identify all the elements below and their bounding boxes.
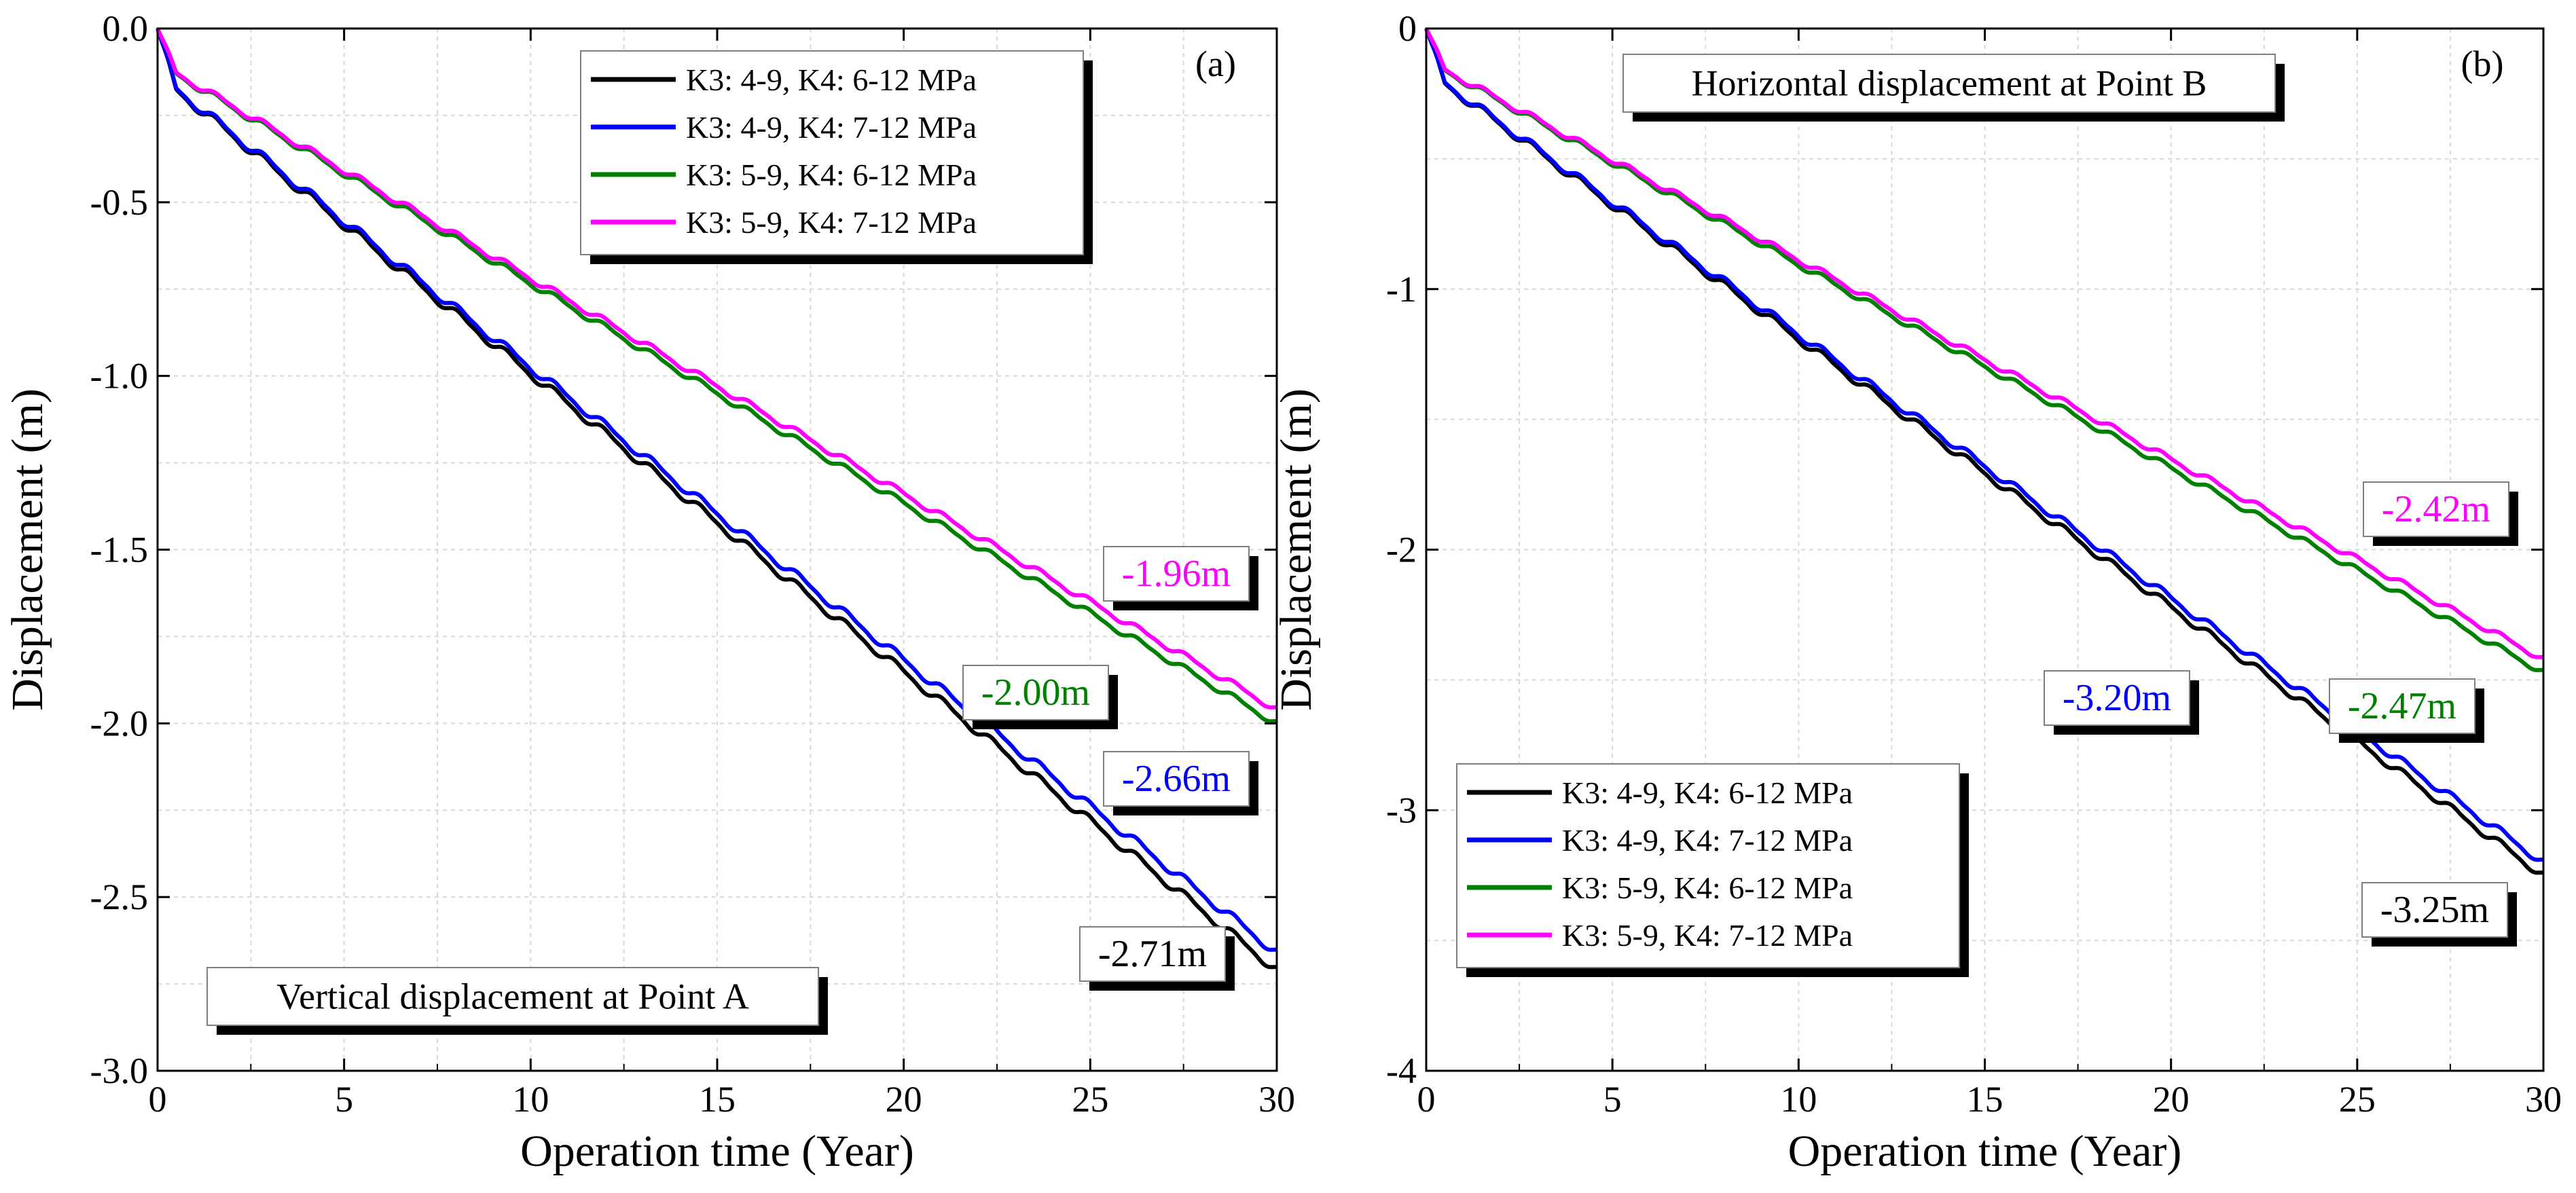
value-callout: -2.42m [2382,488,2490,530]
value-callout: -3.20m [2063,677,2171,719]
x-tick-label: 0 [149,1079,167,1120]
y-tick-label: -2.5 [90,877,148,917]
y-tick-label: -0.5 [90,182,148,223]
x-tick-label: 5 [335,1079,353,1120]
value-callout-box [1103,751,1250,807]
value-callout-box [962,665,1109,720]
y-tick-label: -2 [1386,530,1417,570]
legend-label: K3: 4-9, K4: 7-12 MPa [1562,823,1853,858]
y-tick-label: 0 [1398,8,1417,49]
x-tick-label: 0 [1417,1079,1436,1120]
x-tick-label: 20 [886,1079,922,1120]
value-callout: -2.71m [1098,933,1207,975]
y-tick-label: -1.5 [90,530,148,570]
y-tick-label: -1 [1386,269,1417,310]
legend-label: K3: 5-9, K4: 7-12 MPa [686,205,977,240]
legend-label: K3: 4-9, K4: 7-12 MPa [686,110,977,145]
y-tick-label: -3 [1386,790,1417,830]
series-line [156,27,1278,724]
chart-title: Vertical displacement at Point A [276,976,749,1017]
title-box [206,967,819,1026]
legend-label: K3: 5-9, K4: 6-12 MPa [1562,870,1853,905]
value-callout-box [1103,546,1250,602]
chart-panel-b: 0 5 10 15 20 25 30 0 -1 -2 -3 -4 Operation time (Yea… [1271,8,2562,1176]
legend-label: K3: 5-9, K4: 6-12 MPa [686,158,977,192]
legend-label: K3: 4-9, K4: 6-12 MPa [686,62,977,97]
value-callout: -2.00m [981,672,1090,714]
panel-label: (b) [2461,43,2504,84]
y-tick-label: -3.0 [90,1050,148,1091]
series-line [156,27,1278,710]
y-tick-label: -2.0 [90,703,148,744]
x-tick-label: 30 [1258,1079,1295,1120]
series-line [156,28,1278,970]
x-axis-title: Operation time (Year) [1788,1126,2182,1176]
chart-title: Horizontal displacement at Point B [1692,63,2207,104]
x-tick-label: 25 [2339,1079,2376,1120]
value-callout-box [2044,670,2190,726]
x-tick-label: 25 [1072,1079,1108,1120]
x-tick-label: 20 [2153,1079,2190,1120]
x-tick-label: 10 [512,1079,549,1120]
x-tick-label: 15 [699,1079,736,1120]
value-callout: -3.25m [2380,889,2489,931]
panel-label: (a) [1195,43,1236,84]
y-axis-title: Displacement (m) [1271,388,1321,711]
x-tick-label: 5 [1603,1079,1622,1120]
y-tick-label: 0.0 [103,8,149,49]
title-box [1622,54,2276,113]
chart-panel-a: 0 5 10 15 20 25 30 0.0 -0.5 -1.0 -1.5 -2.0 -2.5 -3.0 O… [3,8,1295,1176]
x-axis-title: Operation time (Year) [520,1126,914,1176]
series-line [1424,27,2545,672]
legend-label: K3: 4-9, K4: 6-12 MPa [1562,775,1853,810]
value-callout-box [2363,481,2509,537]
value-callout-box [1079,926,1226,982]
y-tick-label: -4 [1386,1050,1417,1091]
x-tick-label: 15 [1967,1079,2003,1120]
value-callout-box [2361,882,2508,938]
series-line [156,28,1278,952]
series-line [1424,27,2545,659]
legend-label: K3: 5-9, K4: 7-12 MPa [1562,918,1853,953]
value-callout: -1.96m [1122,553,1231,595]
y-tick-label: -1.0 [90,356,148,397]
y-axis-title: Displacement (m) [3,388,52,711]
x-tick-label: 30 [2525,1079,2562,1120]
value-callout-box [2329,678,2475,734]
value-callout: -2.66m [1122,758,1231,800]
value-callout: -2.47m [2348,685,2456,727]
x-tick-label: 10 [1780,1079,1817,1120]
